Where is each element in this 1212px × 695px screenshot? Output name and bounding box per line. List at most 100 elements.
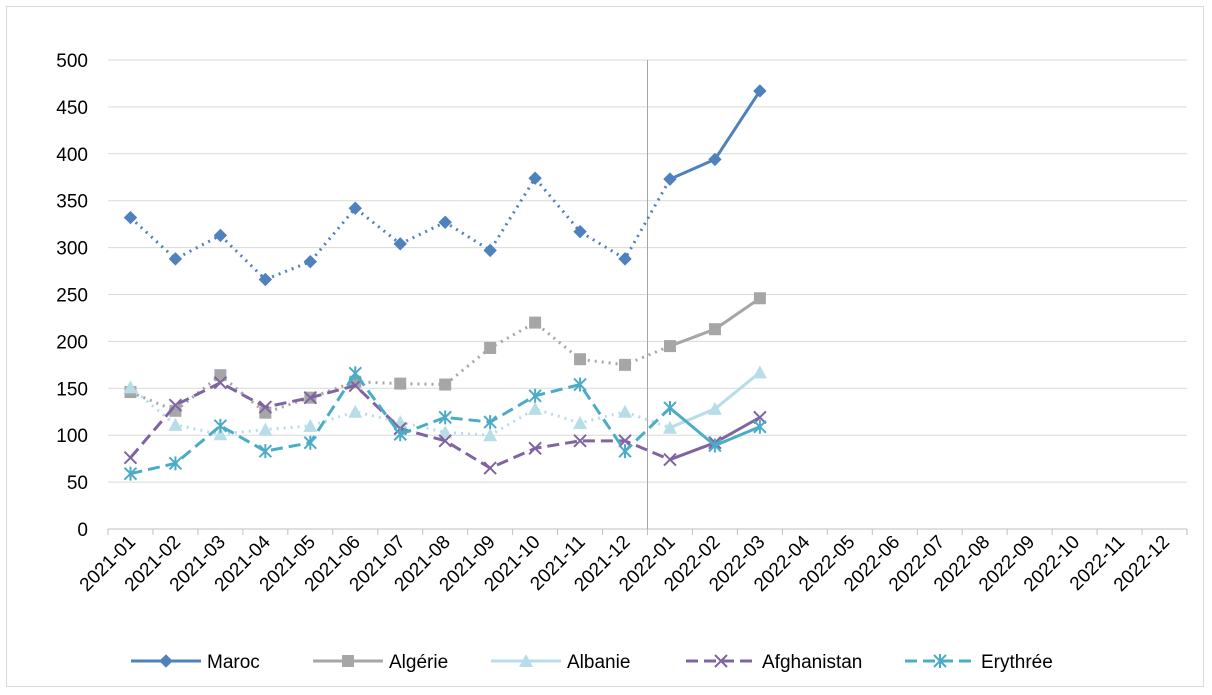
y-tick-label: 500 [56, 51, 88, 72]
data-point [394, 377, 407, 390]
data-point [123, 210, 138, 225]
data-point [663, 340, 676, 353]
data-point [573, 377, 587, 392]
data-point [753, 84, 767, 98]
y-tick-label: 450 [56, 98, 88, 119]
data-point [483, 428, 498, 442]
legend-label: Erythrée [981, 652, 1053, 673]
legend-marker [933, 654, 947, 668]
data-point [303, 254, 318, 269]
data-point [662, 420, 677, 434]
data-point [168, 417, 183, 431]
legend-entry-albanie: Albanie [491, 652, 630, 673]
data-point [663, 400, 677, 415]
series-line-2021 [129, 176, 672, 281]
data-point [168, 456, 183, 471]
data-point [258, 422, 273, 436]
legend-marker [714, 654, 728, 668]
data-point [168, 252, 183, 266]
legend-entry-afghanistan: Afghanistan [686, 652, 862, 673]
data-point [214, 369, 227, 382]
data-point [708, 323, 721, 336]
y-tick-label: 350 [56, 192, 88, 213]
y-tick-label: 400 [56, 145, 88, 166]
series-maroc [123, 84, 767, 287]
axes: 0501001502002503003504004505002021-01202… [56, 51, 1188, 596]
data-point [393, 427, 407, 442]
y-tick-label: 300 [56, 239, 88, 260]
data-point [123, 466, 138, 481]
legend-marker [342, 655, 354, 667]
legend-entry-maroc: Maroc [131, 652, 260, 673]
data-point [213, 427, 228, 441]
data-point [483, 243, 497, 258]
data-point [573, 434, 587, 448]
data-point [348, 366, 362, 381]
data-point [483, 461, 497, 475]
data-point [213, 228, 228, 243]
legend-label: Maroc [207, 652, 260, 673]
data-point [438, 425, 453, 439]
y-tick-label: 150 [56, 379, 88, 400]
data-point [618, 252, 632, 266]
data-point [528, 401, 543, 415]
data-point [752, 365, 767, 379]
data-point [213, 375, 228, 390]
data-point [528, 388, 542, 403]
data-point [483, 415, 497, 430]
data-point [528, 171, 542, 185]
data-point [258, 272, 273, 287]
legend-label: Afghanistan [762, 652, 862, 673]
legend-marker [159, 654, 173, 668]
y-tick-label: 250 [56, 286, 88, 307]
data-point [619, 358, 632, 371]
data-point [123, 451, 138, 465]
chart-frame [6, 6, 1204, 687]
data-point [438, 215, 452, 229]
y-tick-label: 50 [67, 473, 88, 494]
data-point [663, 172, 677, 186]
data-point [258, 444, 273, 459]
data-point [168, 398, 183, 412]
y-tick-label: 0 [77, 520, 88, 541]
legend-label: Algérie [389, 652, 448, 673]
data-point [573, 224, 587, 239]
series-line-2022 [669, 297, 761, 348]
data-point [303, 418, 318, 432]
data-point [303, 390, 318, 405]
data-point [708, 152, 722, 167]
data-point [618, 404, 633, 418]
data-point [393, 237, 407, 251]
data-point [348, 201, 362, 215]
y-tick-label: 100 [56, 426, 88, 447]
data-point [707, 401, 722, 415]
data-point [663, 452, 677, 467]
data-point [528, 441, 542, 456]
data-point [574, 353, 587, 366]
data-point [484, 341, 497, 354]
data-point [213, 418, 228, 433]
data-point [348, 404, 363, 418]
data-point [529, 316, 542, 329]
legend-marker [519, 654, 533, 667]
data-point [708, 438, 722, 453]
legend-entry-erythrée: Erythrée [905, 652, 1053, 673]
series-line-2022 [669, 416, 761, 461]
data-point [439, 378, 452, 391]
data-point [258, 400, 273, 414]
data-point [438, 434, 452, 448]
legend: Maroc Algérie Albanie Afghanistan Erythrée [131, 652, 1053, 673]
data-point [123, 380, 138, 394]
data-point [573, 416, 588, 430]
data-point [753, 292, 766, 305]
data-point [618, 444, 632, 459]
y-tick-label: 200 [56, 332, 88, 353]
series-algérie [124, 292, 766, 419]
data-point [303, 435, 318, 450]
data-point [618, 434, 632, 448]
legend-entry-algérie: Algérie [313, 652, 448, 673]
data-point [438, 410, 452, 425]
series-erythrée [123, 366, 767, 481]
series-lines [123, 84, 767, 481]
